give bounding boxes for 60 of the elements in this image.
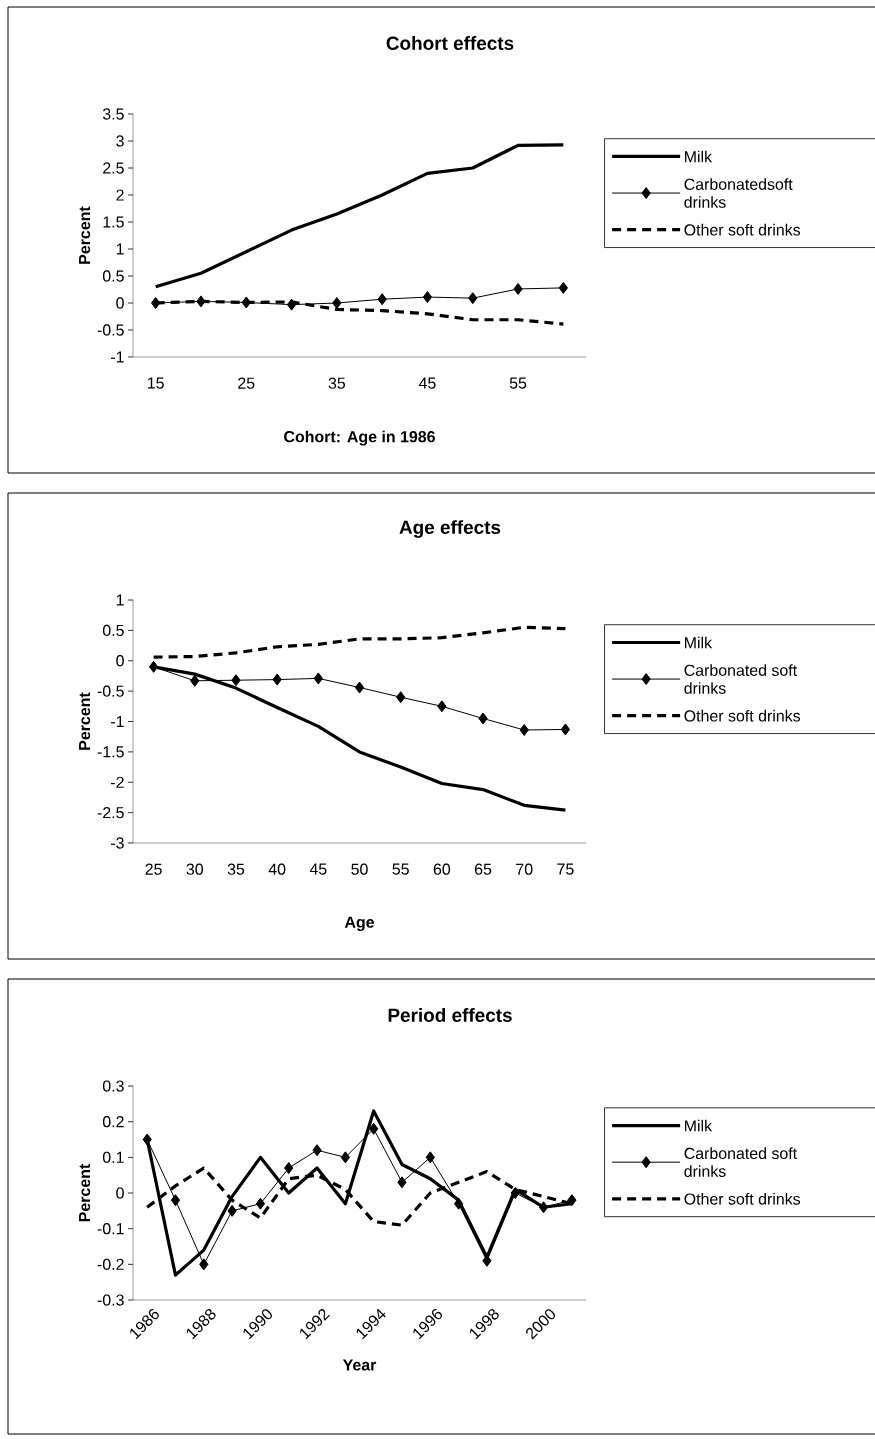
- x-tick-label: 55: [392, 863, 409, 875]
- x-tick-label: 55: [509, 377, 527, 389]
- y-tick-label: 1.5: [103, 216, 124, 228]
- y-tick-label: 0.3: [102, 1080, 124, 1092]
- y-axis-title: Percent: [79, 206, 91, 264]
- chart-title: Period effects: [388, 1008, 512, 1022]
- y-tick-label: 0.5: [102, 624, 124, 637]
- x-tick-label: 15: [148, 377, 164, 389]
- x-tick-label: 50: [351, 863, 368, 875]
- y-tick-label: 0.5: [102, 270, 124, 282]
- x-tick-label: 35: [227, 863, 245, 875]
- legend-label: Milk: [685, 1119, 713, 1132]
- x-tick-label: 60: [433, 863, 451, 875]
- legend-label: Other soft drinks: [684, 1192, 801, 1205]
- x-tick-label: 30: [186, 863, 204, 875]
- legend-label: Carbonated soft drinks: [684, 664, 797, 694]
- y-tick-label: 0: [116, 297, 124, 309]
- x-axis-title: Year: [342, 1359, 377, 1371]
- y-tick-label: -1: [111, 716, 124, 727]
- y-tick-label: -1.5: [97, 746, 124, 758]
- chart-title: Age effects: [399, 520, 501, 538]
- x-axis-title: Age: [344, 916, 375, 931]
- x-tick-label: 75: [557, 863, 574, 875]
- y-tick-label: 2: [116, 189, 124, 201]
- x-tick-label: 25: [238, 377, 255, 389]
- legend-label: Milk: [685, 636, 713, 649]
- y-tick-label: 0.1: [102, 1151, 124, 1163]
- y-axis-title: Percent: [79, 1163, 91, 1222]
- x-tick-label: 70: [516, 863, 533, 875]
- y-tick-label: 3.5: [102, 108, 124, 120]
- y-axis-title: Percent: [79, 692, 91, 750]
- y-tick-label: 0: [116, 655, 124, 667]
- y-tick-label: -2: [111, 776, 124, 788]
- x-axis-title: Cohort: Age in 1986: [284, 430, 435, 446]
- legend-label: Milk: [685, 150, 713, 163]
- y-tick-label: 2.5: [103, 162, 124, 174]
- y-tick-label: 1: [116, 243, 124, 255]
- y-tick-label: 3: [116, 135, 124, 147]
- y-tick-label: -1: [111, 351, 124, 363]
- x-tick-label: 35: [328, 377, 346, 389]
- y-tick-label: 0.2: [102, 1116, 124, 1128]
- legend-label: Other soft drinks: [684, 709, 801, 722]
- y-tick-label: -0.5: [97, 685, 124, 697]
- x-tick-label: 45: [418, 377, 436, 389]
- y-tick-label: -0.5: [97, 324, 124, 336]
- y-tick-label: -3: [111, 837, 124, 849]
- y-tick-label: -2.5: [97, 807, 124, 819]
- x-tick-label: 45: [309, 863, 327, 875]
- x-tick-label: 65: [475, 863, 492, 875]
- x-tick-label: 25: [145, 863, 162, 875]
- x-tick-label: 40: [268, 863, 286, 875]
- legend-label: Carbonatedsoft drinks: [684, 178, 793, 208]
- legend-label: Other soft drinks: [684, 223, 801, 236]
- legend-label: Carbonated soft drinks: [684, 1147, 797, 1177]
- y-tick-label: -0.1: [97, 1223, 124, 1235]
- y-tick-label: 1: [116, 594, 124, 606]
- y-tick-label: -0.2: [97, 1258, 124, 1270]
- y-tick-label: -0.3: [97, 1294, 124, 1306]
- y-tick-label: 0: [116, 1187, 124, 1199]
- chart-title: Cohort effects: [386, 36, 514, 50]
